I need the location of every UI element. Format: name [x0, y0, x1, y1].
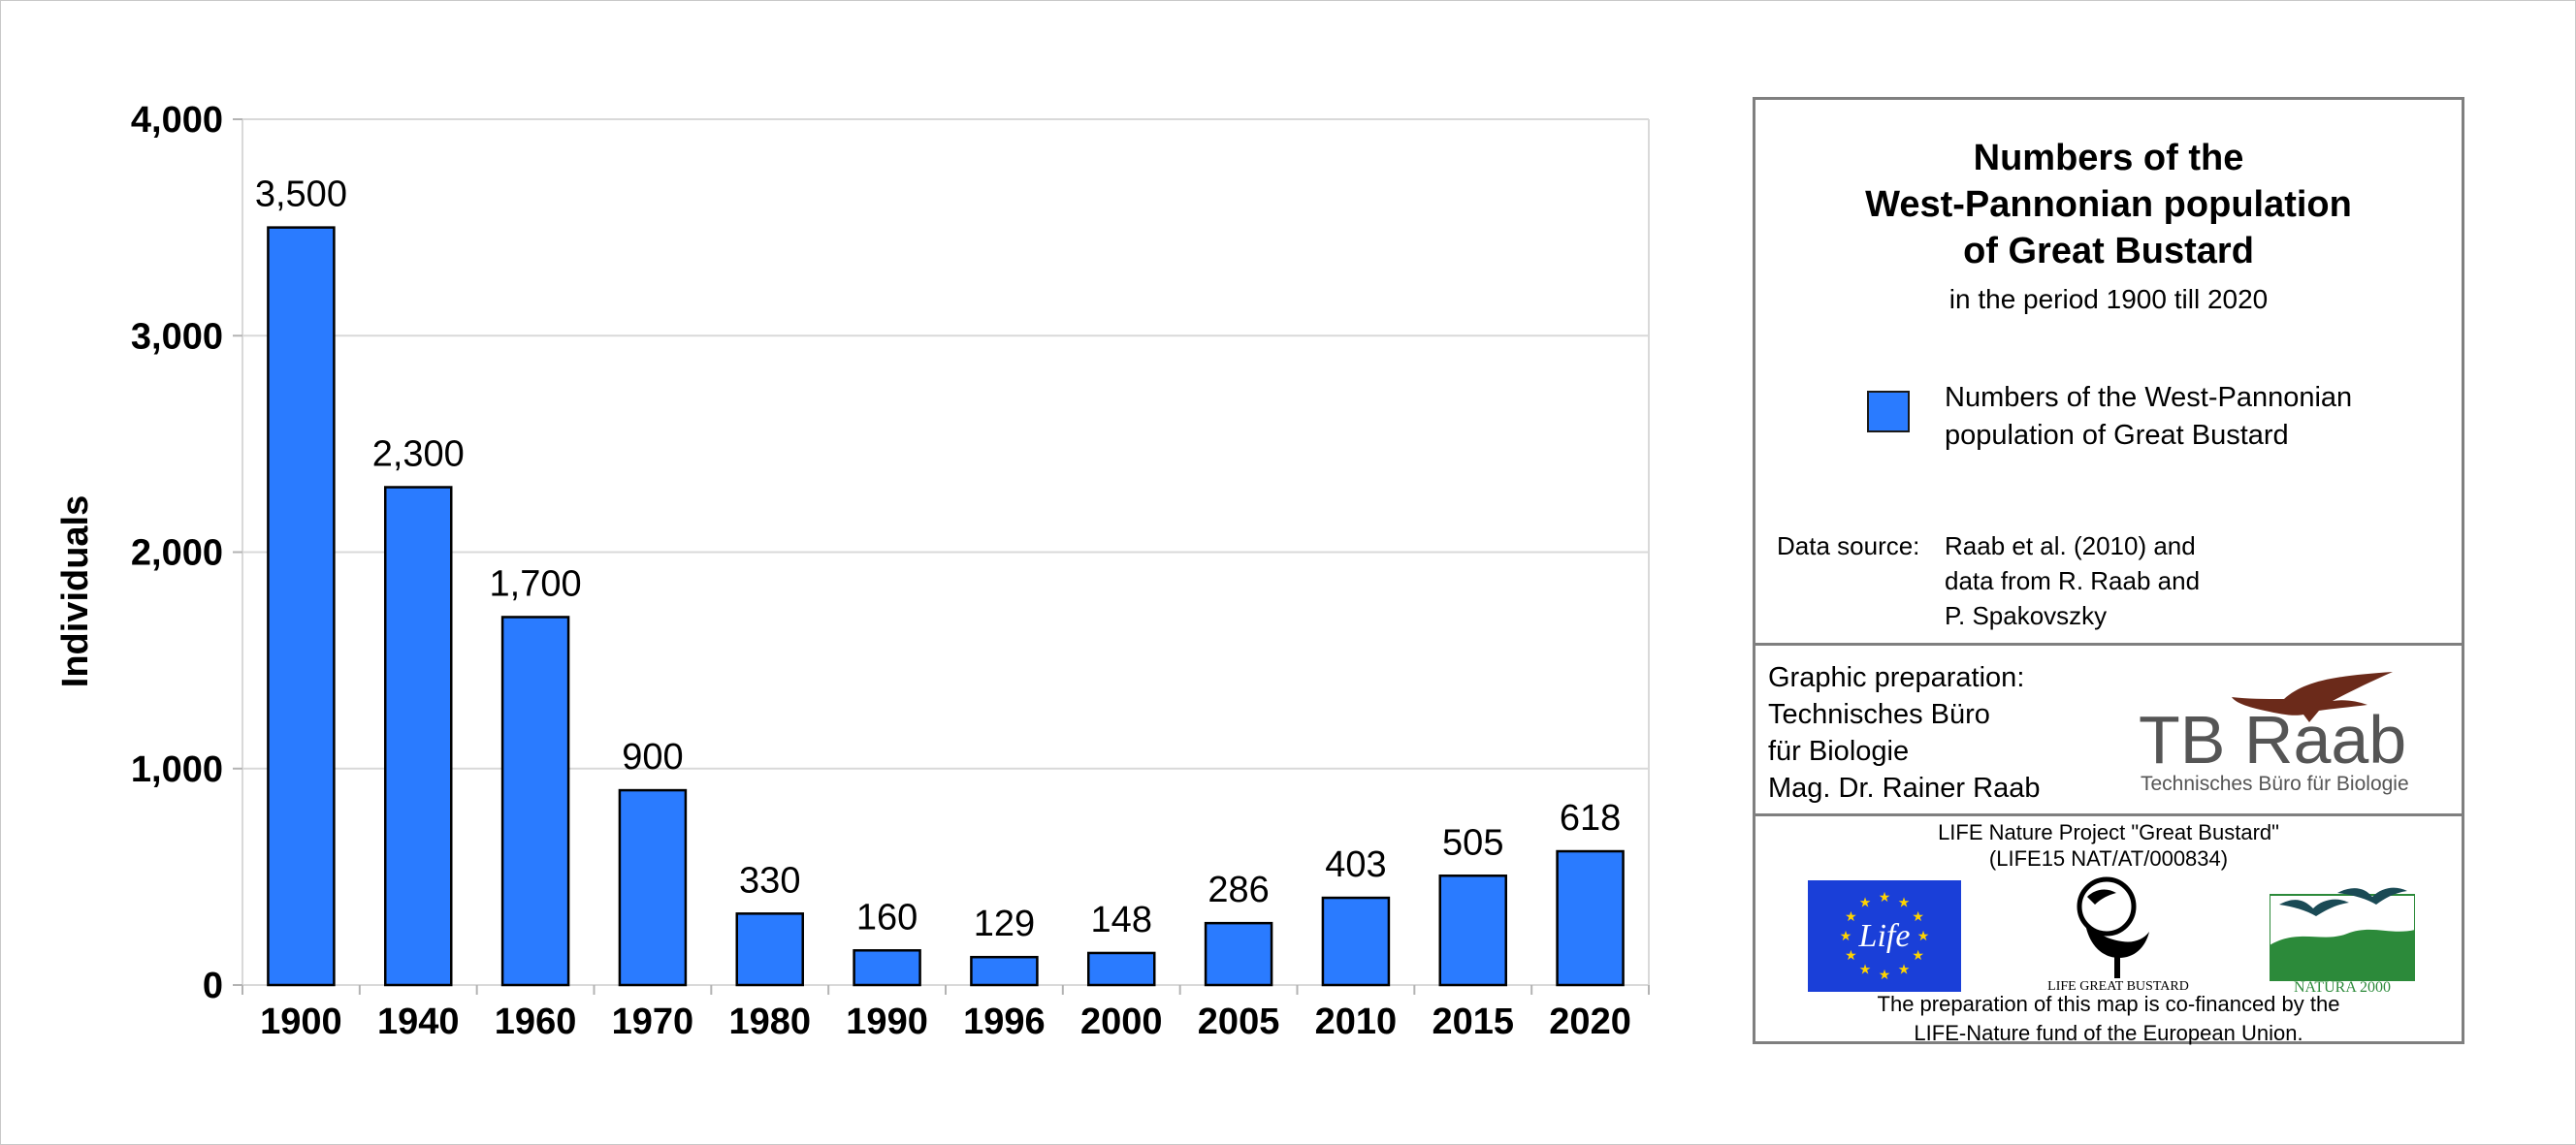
eu-star-icon: ★ [1912, 948, 1924, 964]
natura-2000-logo-text: NATURA 2000 [2294, 979, 2391, 992]
life-project-title: LIFE Nature Project "Great Bustard" (LIF… [1755, 819, 2462, 872]
x-tick-label: 1980 [728, 1002, 811, 1042]
x-tick-label: 1970 [612, 1002, 694, 1042]
data-label: 403 [1325, 844, 1386, 885]
grid-lines [242, 118, 1650, 986]
data-label: 618 [1560, 798, 1621, 839]
legend-entry: Numbers of the West-Pannonian population… [1945, 379, 2449, 455]
prep-line: für Biologie [1768, 736, 1910, 767]
y-tick-label: 4,000 [131, 100, 223, 141]
x-tick-label: 1940 [377, 1002, 460, 1042]
bar [1321, 896, 1391, 987]
eu-stars-icon: ★ ★★★★★★★★★★★ [1840, 890, 1930, 983]
y-axis-label: Individuals [55, 495, 96, 687]
divider [1755, 643, 2462, 646]
legend-panel: Numbers of the West-Pannonian population… [1753, 97, 2464, 1045]
eu-star-icon: ★ [1859, 963, 1872, 978]
eu-life-logo-text: Life [1858, 918, 1911, 954]
data-label: 286 [1208, 870, 1269, 910]
bar [500, 616, 570, 987]
eu-star-icon: ★ [1879, 890, 1891, 906]
bar [970, 955, 1039, 987]
graphic-preparation: Graphic preparation: Technisches Büro fü… [1768, 659, 2040, 807]
eagle-icon [2232, 672, 2393, 722]
bar [1556, 849, 1625, 987]
y-tick-label: 2,000 [131, 533, 223, 574]
bar [1438, 875, 1507, 987]
tb-raab-logo: TB Raab Technisches Büro für Biologie [2139, 672, 2409, 795]
bar [618, 788, 688, 987]
eu-star-icon: ★ [1912, 909, 1924, 925]
y-tick-label: 1,000 [131, 749, 223, 790]
panel-title: Numbers of the West-Pannonian population… [1755, 135, 2462, 274]
tb-raab-logo-name: TB Raab [2139, 702, 2406, 778]
great-bustard-logo-text: LIFE GREAT BUSTARD [2047, 979, 2189, 992]
panel-title-line: West-Pannonian population [1865, 184, 2352, 225]
eu-star-icon: ★ [1898, 895, 1911, 910]
panel-subtitle: in the period 1900 till 2020 [1948, 284, 2269, 314]
prep-line: Graphic preparation: [1768, 662, 2025, 693]
y-tick-label: 3,000 [131, 316, 223, 357]
panel-title-line: of Great Bustard [1963, 231, 2254, 271]
legend-line: Numbers of the West-Pannonian [1945, 382, 2353, 413]
x-tick-label: 2010 [1315, 1002, 1398, 1042]
eu-star-icon: ★ [1917, 929, 1930, 944]
data-label: 129 [974, 904, 1035, 944]
data-label: 2,300 [372, 434, 465, 475]
cofin-line: LIFE-Nature fund of the European Union. [1914, 1021, 2303, 1045]
x-tick-label: 1990 [846, 1002, 928, 1042]
x-tick-label: 2005 [1198, 1002, 1280, 1042]
bar [853, 949, 921, 987]
data-source-line: Raab et al. (2010) and [1945, 531, 2196, 560]
data-source-label: Data source: [1777, 531, 1920, 560]
eu-star-icon: ★ [1845, 909, 1857, 925]
x-tick-label: 2000 [1080, 1002, 1163, 1042]
data-label: 1,700 [490, 563, 582, 604]
life-line: (LIFE15 NAT/AT/000834) [1988, 846, 2229, 871]
eu-star-icon: ★ [1840, 929, 1852, 944]
data-source-line: data from R. Raab and [1945, 566, 2201, 595]
natura-2000-logo: NATURA 2000 [2270, 887, 2415, 992]
eu-star-icon: ★ [1845, 948, 1857, 964]
cofinancing-note: The preparation of this map is co-financ… [1755, 990, 2462, 1048]
x-tick-label: 1900 [260, 1002, 342, 1042]
data-label: 3,500 [255, 175, 347, 215]
bar [735, 912, 804, 987]
bar [267, 226, 336, 987]
panel-title-line: Numbers of the [1973, 138, 2244, 178]
legend-swatch [1867, 391, 1910, 432]
life-line: LIFE Nature Project "Great Bustard" [1938, 820, 2279, 844]
data-label: 148 [1091, 900, 1152, 940]
x-tick-label: 1960 [495, 1002, 577, 1042]
data-label: 505 [1442, 822, 1503, 863]
data-source-text: Raab et al. (2010) and data from R. Raab… [1945, 528, 2352, 633]
eu-star-icon: ★ [1879, 968, 1891, 983]
eu-life-logo: ★ ★★★★★★★★★★★ Life [1808, 880, 1961, 992]
eu-star-icon: ★ [1859, 895, 1872, 910]
prep-line: Technisches Büro [1768, 699, 1990, 730]
x-tick-label: 2020 [1549, 1002, 1631, 1042]
data-label: 160 [856, 897, 918, 938]
y-tick-label: 0 [203, 966, 223, 1006]
bar-chart: 3,500 2,300 1,700 900 330 160 129 148 286 403 505 6… [55, 100, 1650, 1042]
data-label: 330 [739, 860, 800, 901]
bar [1087, 951, 1156, 987]
divider [1755, 813, 2462, 816]
tb-raab-logo-tagline: Technisches Büro für Biologie [2141, 773, 2409, 795]
data-labels: 3,500 2,300 1,700 900 330 160 129 148 286 403 505 6… [255, 175, 1621, 945]
cofin-line: The preparation of this map is co-financ… [1877, 992, 2340, 1016]
legend-line: population of Great Bustard [1945, 420, 2289, 451]
x-tick-label: 1996 [963, 1002, 1046, 1042]
y-axis-ticks: 0 1,000 2,000 3,000 4,000 [131, 100, 242, 1006]
great-bustard-logo: LIFE GREAT BUSTARD [2047, 876, 2189, 992]
eu-star-icon: ★ [1898, 963, 1911, 978]
bars [267, 226, 1625, 987]
bar [384, 486, 453, 987]
x-tick-label: 2015 [1432, 1002, 1514, 1042]
bar [1204, 921, 1273, 987]
x-axis-ticks: 1900 1940 1960 1970 1980 1990 1996 2000 2005 2010… [242, 985, 1650, 1042]
prep-line: Mag. Dr. Rainer Raab [1768, 773, 2041, 804]
data-label: 900 [622, 737, 683, 778]
data-source-line: P. Spakovszky [1945, 601, 2108, 630]
